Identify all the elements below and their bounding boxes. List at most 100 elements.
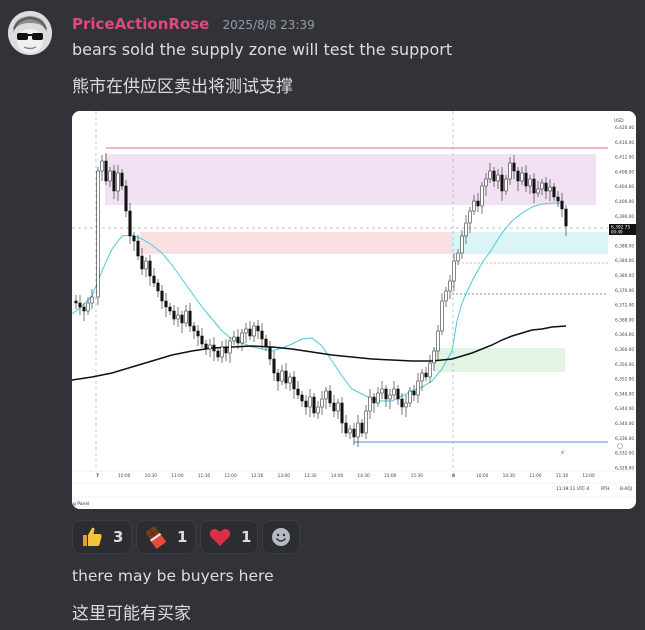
candle-down bbox=[272, 358, 276, 374]
time-tick-label: 8 bbox=[452, 473, 455, 479]
candle-down bbox=[112, 170, 116, 192]
candle-up bbox=[208, 344, 212, 350]
candle-up bbox=[480, 185, 484, 207]
candle-down bbox=[560, 200, 564, 210]
candle-down bbox=[156, 282, 160, 292]
candle-up bbox=[232, 336, 236, 342]
candle-up bbox=[380, 388, 384, 394]
candle-down bbox=[224, 346, 228, 354]
candle-down bbox=[192, 325, 196, 332]
time-axis: 7 10:00 10:30 11:00 11:30 12:00 12:30 13:00 13:3… bbox=[96, 473, 595, 479]
candle-up bbox=[540, 182, 544, 190]
candle-up bbox=[320, 398, 324, 408]
candle-down bbox=[372, 396, 376, 404]
add-reaction-button[interactable] bbox=[262, 520, 300, 554]
candle-down bbox=[344, 422, 348, 434]
candle-up bbox=[444, 290, 448, 302]
candle-up bbox=[440, 300, 444, 332]
candle-down bbox=[332, 402, 336, 412]
candle-up bbox=[336, 402, 340, 412]
candle-down bbox=[296, 388, 300, 396]
candle-up bbox=[368, 396, 372, 412]
rth-label[interactable]: RTH bbox=[601, 486, 610, 492]
candle-down bbox=[104, 160, 108, 182]
chart-image-attachment[interactable]: USD 6,420.00 6,416.00 6,412.00 6,408.00 6,40… bbox=[72, 111, 636, 509]
candle-down bbox=[120, 172, 124, 187]
reaction-red-heart[interactable]: 1 bbox=[200, 520, 258, 554]
support-zone bbox=[452, 232, 608, 254]
reaction-thumbs-up[interactable]: 3 bbox=[72, 520, 132, 554]
candle-up bbox=[420, 372, 424, 382]
candle-up bbox=[472, 200, 476, 212]
candle-up bbox=[96, 170, 100, 298]
candle-up bbox=[408, 390, 412, 404]
candle-up bbox=[90, 296, 94, 304]
candle-up bbox=[452, 260, 456, 282]
candle-down bbox=[128, 210, 132, 237]
time-tick-label: 12:00 bbox=[224, 473, 237, 479]
candle-down bbox=[500, 174, 504, 192]
thumbs-up-icon bbox=[83, 527, 102, 546]
candle-down bbox=[160, 290, 164, 302]
price-tick-label: 6,388.00 bbox=[615, 243, 634, 249]
price-tick-label: 6,416.00 bbox=[615, 140, 634, 146]
candle-up bbox=[252, 325, 256, 337]
candle-up bbox=[240, 332, 244, 344]
price-tick-label: 6,328.00 bbox=[615, 465, 634, 471]
price-tick-label: 6,340.00 bbox=[615, 421, 634, 427]
candle-up bbox=[176, 314, 180, 320]
price-tick-label: 6,368.00 bbox=[615, 317, 634, 323]
candle-down bbox=[74, 300, 78, 304]
candle-down bbox=[264, 338, 268, 348]
time-tick-label: 10:30 bbox=[145, 473, 158, 479]
adj-label[interactable]: B-ADJ bbox=[620, 486, 632, 492]
candle-up bbox=[280, 370, 284, 382]
message-text-zh: 熊市在供应区卖出将测试支撑 bbox=[72, 77, 293, 97]
candle-down bbox=[82, 306, 86, 312]
candle-down bbox=[216, 350, 220, 358]
candle-down bbox=[524, 172, 528, 187]
lightning-icon[interactable]: ⚡ bbox=[560, 449, 565, 457]
candle-down bbox=[300, 394, 304, 402]
time-tick-label: 13:30 bbox=[304, 473, 317, 479]
price-tick-label: 6,376.00 bbox=[615, 288, 634, 294]
candle-up bbox=[228, 340, 232, 354]
candle-down bbox=[292, 376, 296, 390]
candle-up bbox=[364, 410, 368, 434]
candle-up bbox=[416, 380, 420, 396]
candle-down bbox=[168, 306, 172, 312]
candle-up bbox=[220, 346, 224, 358]
reaction-chocolate-bar[interactable]: 1 bbox=[136, 520, 196, 554]
candle-down bbox=[248, 328, 252, 337]
candle-down bbox=[200, 335, 204, 345]
panel-label[interactable]: g Panel bbox=[73, 501, 89, 507]
price-tick-label: 6,420.00 bbox=[615, 125, 634, 131]
price-tick-label: 6,412.00 bbox=[615, 155, 634, 161]
demand-zone bbox=[434, 348, 565, 372]
candle-up bbox=[244, 328, 248, 334]
time-tick-label: 10:00 bbox=[118, 473, 131, 479]
time-tick-label: 11:00 bbox=[529, 473, 542, 479]
timestamp[interactable]: 2025/8/8 23:39 bbox=[222, 18, 315, 32]
avatar[interactable] bbox=[8, 11, 52, 55]
candle-down bbox=[304, 400, 308, 408]
price-tick-label: 6,344.00 bbox=[615, 406, 634, 412]
candle-down bbox=[124, 185, 128, 212]
candle-down bbox=[260, 330, 264, 340]
settings-gear-icon[interactable] bbox=[617, 443, 623, 449]
candle-up bbox=[348, 428, 352, 434]
candle-down bbox=[136, 240, 140, 257]
username[interactable]: PriceActionRose bbox=[72, 15, 210, 33]
candle-down bbox=[236, 336, 240, 344]
candle-down bbox=[552, 186, 556, 198]
candle-up bbox=[392, 388, 396, 396]
price-tick-label: 6,332.00 bbox=[615, 451, 634, 457]
time-tick-label: 15:30 bbox=[411, 473, 424, 479]
price-tick-label: 6,408.00 bbox=[615, 169, 634, 175]
candle-up bbox=[324, 390, 328, 400]
time-tick-label: 10:00 bbox=[476, 473, 489, 479]
add-reaction-smiley-icon bbox=[272, 528, 290, 546]
price-tick-label: 6,356.00 bbox=[615, 362, 634, 368]
red-heart-icon bbox=[209, 529, 231, 546]
time-tick-label: 14:30 bbox=[357, 473, 370, 479]
